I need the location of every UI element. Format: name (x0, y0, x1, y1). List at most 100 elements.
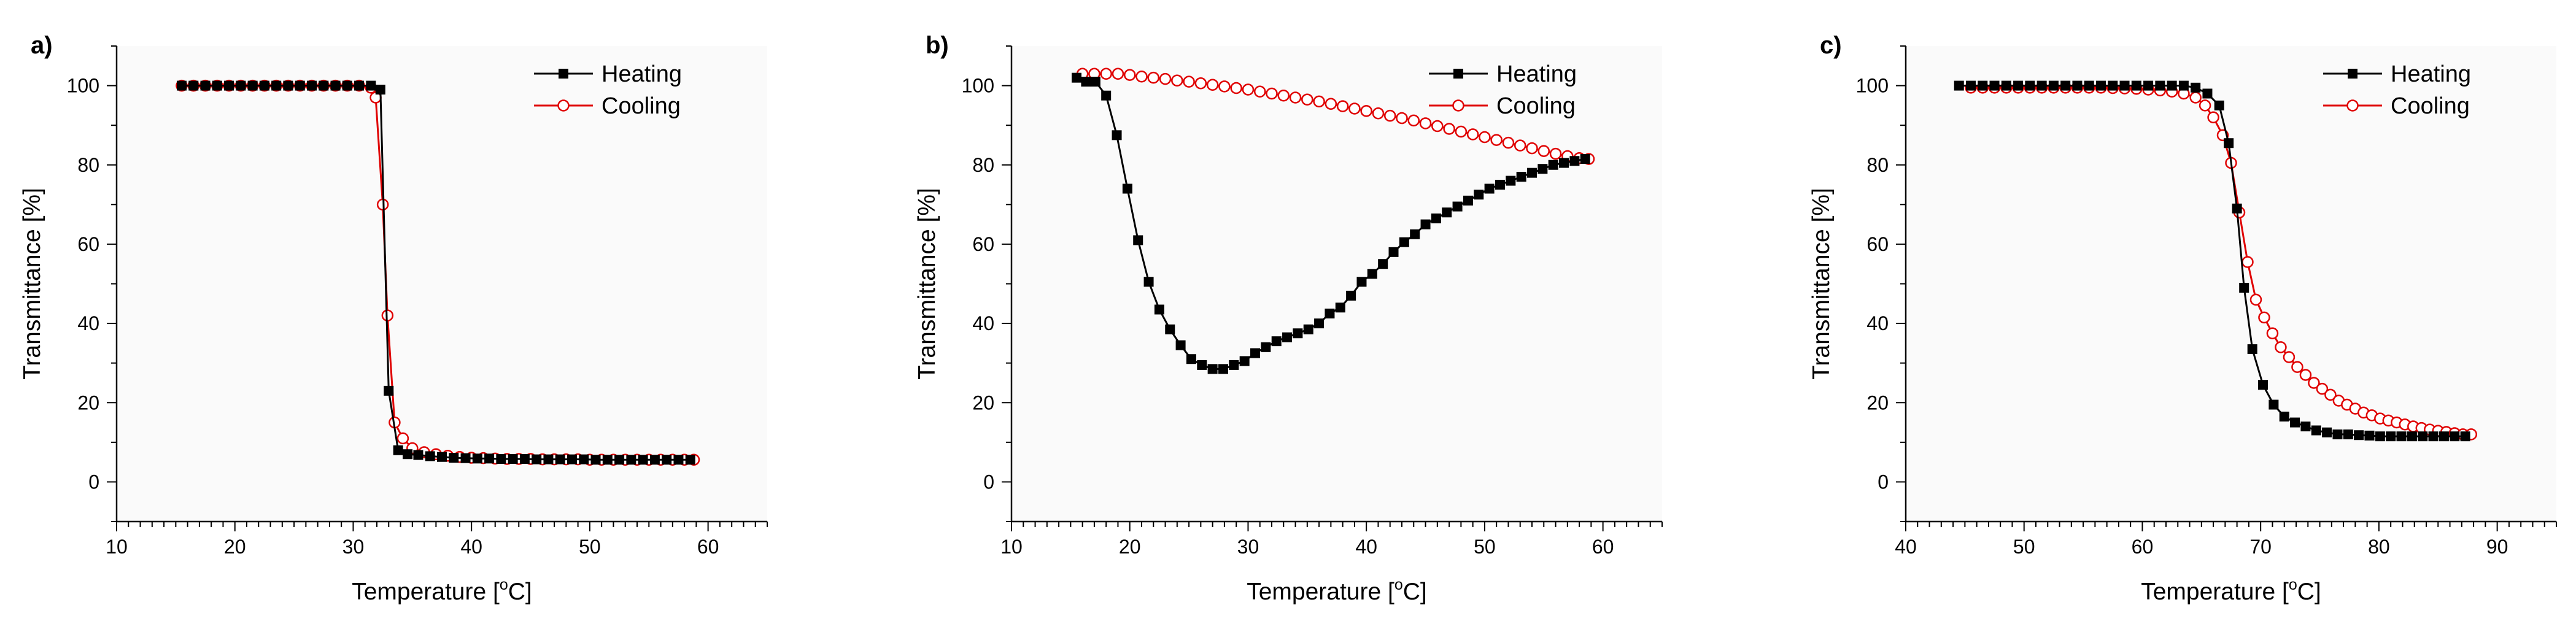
x-axis-title: Temperature [oC] (352, 576, 532, 605)
data-point (649, 455, 660, 465)
data-point (1559, 158, 1569, 168)
data-point (1479, 131, 1491, 144)
data-point (1966, 80, 1976, 91)
data-point (1165, 324, 1175, 334)
data-point (2241, 256, 2254, 268)
data-point (2131, 80, 2141, 91)
data-point (2290, 417, 2300, 428)
data-point (1463, 195, 1473, 206)
y-axis-title: Transmittance [%] (19, 188, 45, 380)
x-tick-label: 20 (224, 536, 246, 558)
data-point (413, 450, 424, 460)
data-point (1218, 80, 1231, 93)
data-point (1123, 69, 1136, 81)
data-point (1484, 183, 1495, 194)
data-point (1526, 142, 1538, 155)
data-point (1514, 139, 1526, 152)
data-point (1277, 89, 1290, 102)
data-point (1250, 348, 1261, 358)
x-axis-title-end: C] (1403, 579, 1427, 605)
data-point (2072, 80, 2083, 91)
data-point (2291, 361, 2303, 373)
x-tick-label: 50 (2013, 536, 2035, 558)
data-point (1419, 117, 1432, 129)
data-point (2239, 282, 2249, 293)
panel-label: a) (31, 32, 53, 59)
data-point (1502, 136, 1515, 149)
data-point (200, 80, 211, 91)
x-tick-label: 10 (106, 536, 128, 558)
data-point (1081, 77, 1091, 87)
data-point (2364, 430, 2375, 441)
data-point (1230, 82, 1242, 94)
data-point (2060, 80, 2071, 91)
y-axis-title: Transmittance [%] (1808, 188, 1835, 380)
data-point (1314, 318, 1325, 329)
data-point (1186, 354, 1196, 364)
data-point (2332, 429, 2343, 439)
data-point (1396, 112, 1408, 125)
data-point (1452, 201, 1463, 212)
legend: Heating Cooling (1429, 61, 1577, 119)
x-tick-label: 60 (697, 536, 719, 558)
data-point (1325, 98, 1337, 110)
x-tick-label: 70 (2249, 536, 2272, 558)
data-point (2048, 80, 2059, 91)
data-point (673, 455, 684, 465)
data-point (1527, 168, 1537, 178)
data-point (662, 455, 672, 465)
data-point (1549, 147, 1562, 160)
data-point (1407, 114, 1420, 127)
data-point (1159, 72, 1172, 85)
chart-panel: 10 20 30 40 50 60 0 20 40 60 80 100 Temperature [oC]… (914, 32, 1663, 605)
data-point (1135, 70, 1148, 83)
data-point (1490, 134, 1503, 146)
data-point (1443, 123, 1455, 135)
data-point (1548, 160, 1558, 170)
data-point (2199, 99, 2211, 112)
data-point (2407, 431, 2417, 442)
data-point (1154, 304, 1164, 315)
data-point (224, 80, 234, 91)
data-point (2001, 80, 2011, 91)
data-point (1122, 183, 1132, 194)
data-point (1197, 360, 1207, 370)
data-point (1360, 105, 1372, 117)
data-point (2428, 431, 2439, 442)
data-point (2143, 80, 2154, 91)
data-point (2202, 88, 2213, 99)
x-tick-label: 60 (2132, 536, 2154, 558)
data-point (1303, 324, 1313, 334)
data-point (567, 454, 577, 464)
data-point (2269, 399, 2279, 410)
y-tick-label: 20 (972, 391, 994, 414)
data-point (1301, 93, 1313, 106)
legend-label: Cooling (2391, 93, 2470, 119)
data-point (2258, 311, 2270, 324)
x-tick-label: 30 (1237, 536, 1259, 558)
data-point (283, 80, 293, 91)
data-point (1171, 74, 1183, 87)
y-tick-label: 60 (77, 233, 99, 255)
data-point (1537, 164, 1548, 174)
series-heating (1072, 72, 1590, 374)
data-point (1455, 125, 1468, 138)
legend-label: Heating (2391, 61, 2471, 87)
data-point (508, 453, 518, 464)
data-point (638, 455, 648, 465)
panel-label: c) (1820, 32, 1842, 59)
data-point (375, 85, 385, 95)
data-point (2096, 80, 2106, 91)
legend-marker (559, 69, 568, 79)
legend: Heating Cooling (2323, 61, 2471, 119)
data-point (366, 80, 376, 91)
x-tick-label: 60 (1592, 536, 1614, 558)
chart-panel: 10 20 30 40 50 60 0 20 40 60 80 100 Temperature [oC]… (19, 32, 768, 605)
x-tick-label: 80 (2368, 536, 2390, 558)
data-point (1474, 190, 1484, 200)
data-point (2247, 344, 2257, 355)
data-point (2108, 80, 2118, 91)
data-point (212, 80, 222, 91)
data-point (1282, 332, 1293, 342)
